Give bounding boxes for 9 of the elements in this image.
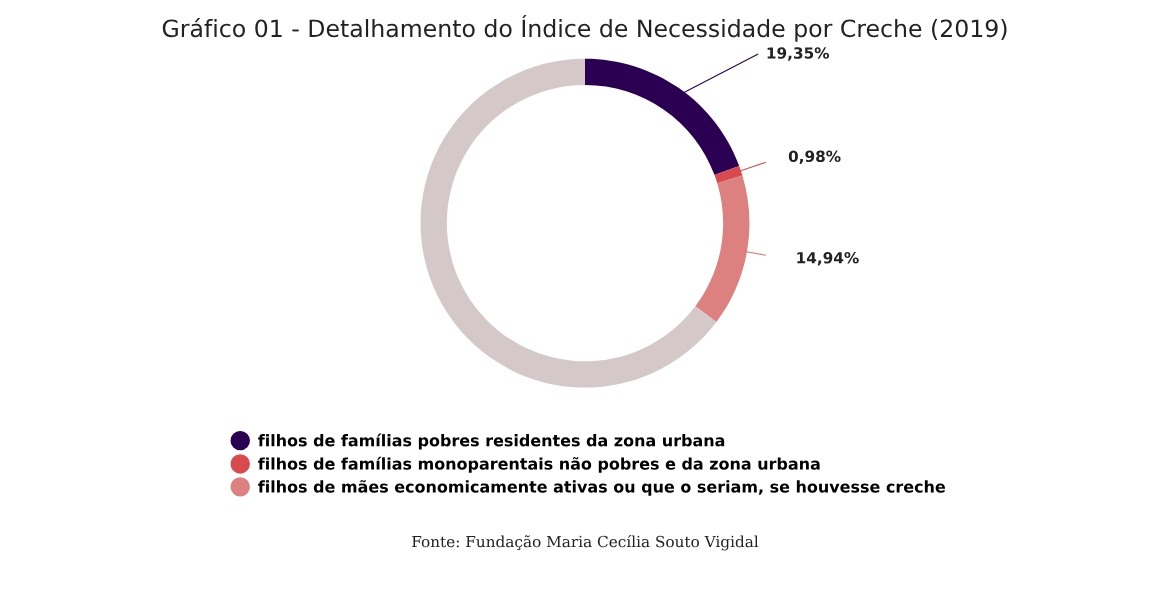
legend-label: filhos de famílias monoparentais não pobres e da zona urbana [258, 456, 820, 473]
data-label: 0,98% [788, 150, 841, 165]
chart-title: Gráfico 01 - Detalhamento do Índice de Necessidade por Creche (2019) [162, 15, 1007, 42]
data-label: 19,35% [767, 47, 830, 61]
source-note: Fonte: Fundação Maria Cecília Souto Vigidal [412, 534, 759, 551]
donut-slice [420, 58, 717, 388]
legend-label: filhos de mães economicamente ativas ou que o seriam, se houvesse creche [258, 480, 945, 496]
legend-label: filhos de famílias pobres residentes da zona urbana [258, 433, 725, 450]
data-label: 14,94% [797, 251, 859, 266]
